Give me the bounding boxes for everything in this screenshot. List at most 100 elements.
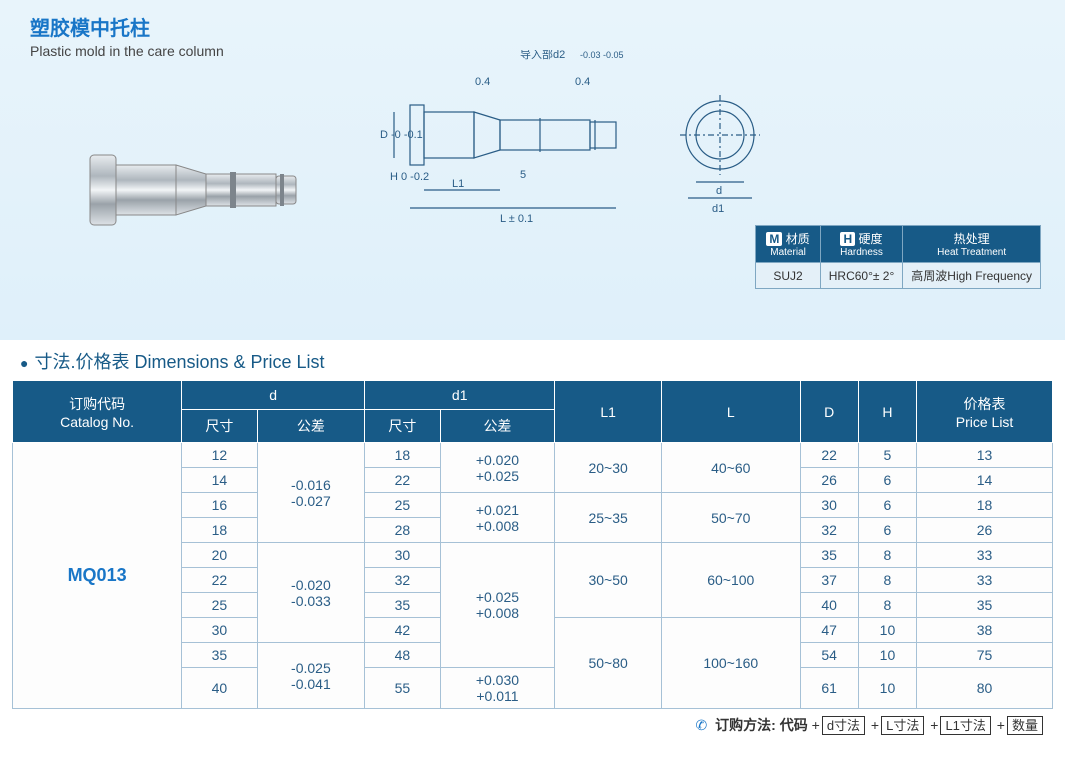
table-cell: 61 bbox=[800, 668, 858, 709]
table-cell: 13 bbox=[917, 443, 1053, 468]
table-cell: 38 bbox=[917, 618, 1053, 643]
col-d-size: 尺寸 bbox=[182, 410, 257, 443]
col-l: L bbox=[662, 381, 801, 443]
table-cell: 30~50 bbox=[555, 543, 662, 618]
svg-text:L ± 0.1: L ± 0.1 bbox=[500, 213, 533, 225]
table-cell: 40~60 bbox=[662, 443, 801, 493]
table-cell: 40 bbox=[182, 668, 257, 709]
svg-text:0.4: 0.4 bbox=[475, 76, 490, 88]
table-cell: 35 bbox=[182, 643, 257, 668]
table-cell: 35 bbox=[917, 593, 1053, 618]
table-cell: 18 bbox=[917, 493, 1053, 518]
table-cell: +0.020 +0.025 bbox=[440, 443, 555, 493]
col-d1: d1 bbox=[365, 381, 555, 410]
spec-table: M 材质Material H 硬度Hardness 热处理Heat Treatm… bbox=[755, 225, 1041, 289]
table-cell: 16 bbox=[182, 493, 257, 518]
table-cell: 30 bbox=[800, 493, 858, 518]
table-cell: 6 bbox=[858, 518, 916, 543]
table-cell: 26 bbox=[800, 468, 858, 493]
table-cell: 22 bbox=[800, 443, 858, 468]
table-cell: 30 bbox=[182, 618, 257, 643]
table-cell: +0.025 +0.008 bbox=[440, 543, 555, 668]
table-cell: 18 bbox=[182, 518, 257, 543]
table-cell: 14 bbox=[182, 468, 257, 493]
order-box-l: L寸法 bbox=[881, 716, 924, 735]
col-catalog: 订购代码Catalog No. bbox=[13, 381, 182, 443]
spec-heat-value: 高周波High Frequency bbox=[903, 263, 1041, 289]
table-cell: +0.021 +0.008 bbox=[440, 493, 555, 543]
table-cell: -0.020 -0.033 bbox=[257, 543, 365, 643]
col-cap-d: D bbox=[800, 381, 858, 443]
table-cell: 14 bbox=[917, 468, 1053, 493]
order-footer: ✆ 订购方法: 代码 +d寸法 +L寸法 +L1寸法 +数量 bbox=[0, 709, 1065, 741]
table-cell: 8 bbox=[858, 568, 916, 593]
svg-text:-0.03 -0.05: -0.03 -0.05 bbox=[580, 50, 624, 60]
svg-text:d: d bbox=[716, 185, 722, 197]
table-cell: 20 bbox=[182, 543, 257, 568]
table-cell: 6 bbox=[858, 468, 916, 493]
col-h: H bbox=[858, 381, 916, 443]
table-cell: 28 bbox=[365, 518, 440, 543]
col-d: d bbox=[182, 381, 365, 410]
table-cell: 33 bbox=[917, 568, 1053, 593]
spec-material-value: SUJ2 bbox=[756, 263, 820, 289]
order-box-l1: L1寸法 bbox=[940, 716, 990, 735]
table-row: MQ01312-0.016 -0.02718+0.020 +0.02520~30… bbox=[13, 443, 1053, 468]
table-cell: 22 bbox=[365, 468, 440, 493]
svg-text:5: 5 bbox=[520, 169, 526, 181]
table-cell: 10 bbox=[858, 668, 916, 709]
table-cell: +0.030 +0.011 bbox=[440, 668, 555, 709]
table-cell: 5 bbox=[858, 443, 916, 468]
table-cell: 10 bbox=[858, 643, 916, 668]
svg-text:d1: d1 bbox=[712, 203, 724, 215]
table-cell: 22 bbox=[182, 568, 257, 593]
technical-drawing: 导入部d2 -0.03 -0.05 0.4 0.4 D -0 -0.1 H 0 … bbox=[380, 50, 850, 230]
table-cell: MQ013 bbox=[13, 443, 182, 709]
svg-text:D -0 -0.1: D -0 -0.1 bbox=[380, 129, 423, 141]
table-cell: 25 bbox=[365, 493, 440, 518]
table-cell: 42 bbox=[365, 618, 440, 643]
table-cell: 75 bbox=[917, 643, 1053, 668]
col-price: 价格表Price List bbox=[917, 381, 1053, 443]
table-cell: 100~160 bbox=[662, 618, 801, 709]
svg-text:0.4: 0.4 bbox=[575, 76, 590, 88]
spec-hardness-header: H 硬度Hardness bbox=[820, 226, 903, 263]
table-cell: 48 bbox=[365, 643, 440, 668]
col-d-tol: 公差 bbox=[257, 410, 365, 443]
table-cell: 32 bbox=[365, 568, 440, 593]
table-cell: -0.025 -0.041 bbox=[257, 643, 365, 709]
title-cn: 塑胶模中托柱 bbox=[30, 12, 1035, 41]
spec-material-header: M 材质Material bbox=[756, 226, 820, 263]
table-cell: -0.016 -0.027 bbox=[257, 443, 365, 543]
product-photo bbox=[80, 130, 310, 250]
table-cell: 80 bbox=[917, 668, 1053, 709]
col-d1-tol: 公差 bbox=[440, 410, 555, 443]
table-cell: 30 bbox=[365, 543, 440, 568]
table-cell: 12 bbox=[182, 443, 257, 468]
top-panel: 塑胶模中托柱 Plastic mold in the care column bbox=[0, 0, 1065, 340]
table-cell: 25~35 bbox=[555, 493, 662, 543]
table-cell: 10 bbox=[858, 618, 916, 643]
table-cell: 6 bbox=[858, 493, 916, 518]
table-cell: 18 bbox=[365, 443, 440, 468]
table-cell: 8 bbox=[858, 593, 916, 618]
table-cell: 33 bbox=[917, 543, 1053, 568]
table-cell: 50~70 bbox=[662, 493, 801, 543]
table-cell: 40 bbox=[800, 593, 858, 618]
section-header: 寸法.价格表 Dimensions & Price List bbox=[0, 340, 1065, 380]
table-cell: 35 bbox=[365, 593, 440, 618]
phone-icon: ✆ bbox=[696, 717, 708, 733]
table-cell: 26 bbox=[917, 518, 1053, 543]
table-cell: 20~30 bbox=[555, 443, 662, 493]
table-cell: 50~80 bbox=[555, 618, 662, 709]
spec-hardness-value: HRC60°± 2° bbox=[820, 263, 903, 289]
table-cell: 60~100 bbox=[662, 543, 801, 618]
order-box-d: d寸法 bbox=[822, 716, 865, 735]
table-cell: 37 bbox=[800, 568, 858, 593]
svg-text:导入部d2: 导入部d2 bbox=[520, 50, 565, 61]
table-cell: 25 bbox=[182, 593, 257, 618]
table-cell: 47 bbox=[800, 618, 858, 643]
order-box-qty: 数量 bbox=[1007, 716, 1043, 735]
col-d1-size: 尺寸 bbox=[365, 410, 440, 443]
dimensions-table: 订购代码Catalog No. d d1 L1 L D H 价格表Price L… bbox=[12, 380, 1053, 709]
